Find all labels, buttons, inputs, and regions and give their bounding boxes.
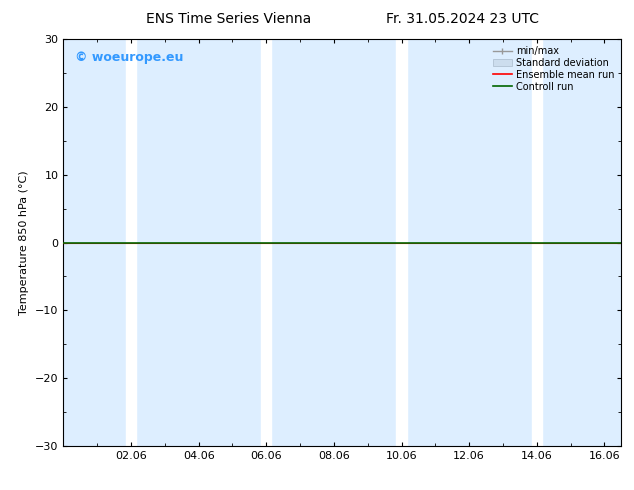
Text: © woeurope.eu: © woeurope.eu bbox=[75, 51, 183, 64]
Legend: min/max, Standard deviation, Ensemble mean run, Controll run: min/max, Standard deviation, Ensemble me… bbox=[491, 44, 616, 94]
Bar bbox=[396, 39, 406, 446]
Text: Fr. 31.05.2024 23 UTC: Fr. 31.05.2024 23 UTC bbox=[386, 12, 540, 26]
Bar bbox=[261, 39, 271, 446]
Text: ENS Time Series Vienna: ENS Time Series Vienna bbox=[146, 12, 311, 26]
Bar bbox=[126, 39, 136, 446]
Y-axis label: Temperature 850 hPa (°C): Temperature 850 hPa (°C) bbox=[20, 170, 30, 315]
Bar bbox=[532, 39, 542, 446]
